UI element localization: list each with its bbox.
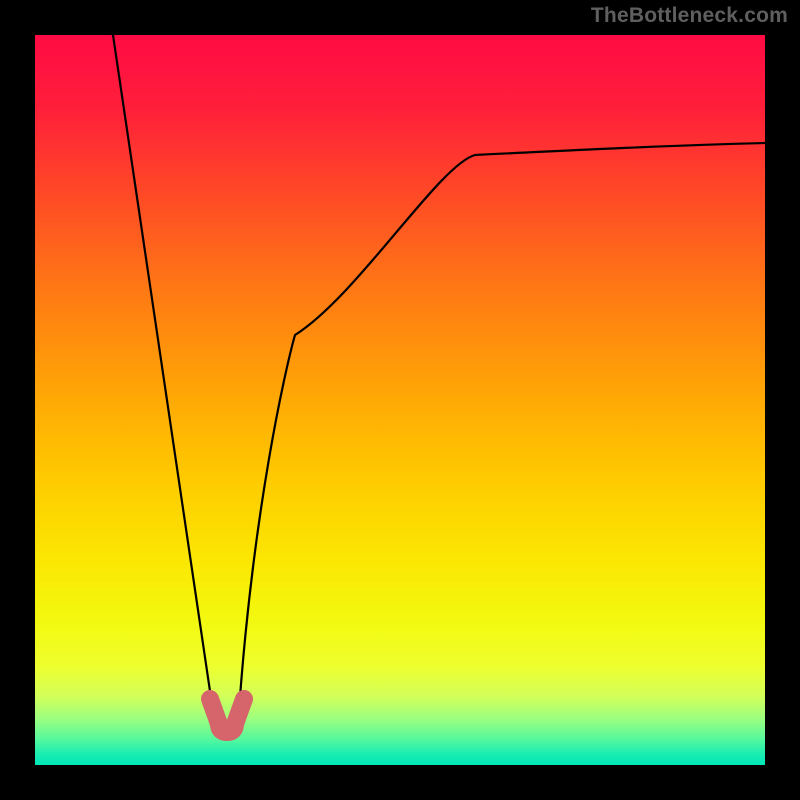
gradient-background	[35, 35, 765, 765]
bottleneck-curve-chart	[35, 35, 765, 765]
chart-frame: TheBottleneck.com	[0, 0, 800, 800]
plot-area	[35, 35, 765, 765]
attribution-text: TheBottleneck.com	[591, 4, 788, 28]
